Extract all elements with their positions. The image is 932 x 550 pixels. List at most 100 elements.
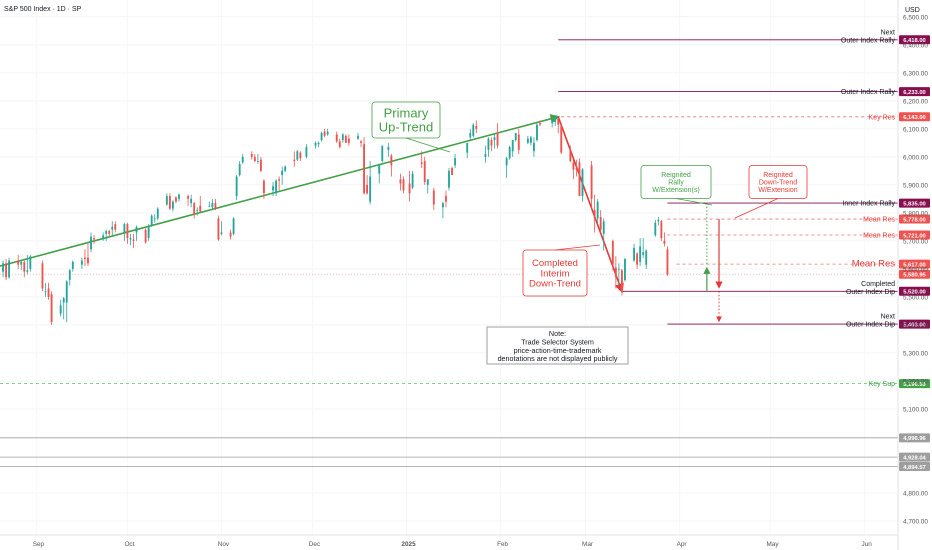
candle-body [363,144,365,194]
candle-body [472,124,475,136]
candle-body [241,156,244,163]
level-price-badge [899,230,930,240]
level-label: Mean Res [863,217,895,224]
candle-body [62,298,65,303]
candle-body [441,203,444,208]
candle-body [20,261,23,265]
candle-body [533,142,535,152]
candle-body [617,268,620,270]
price-tick-label: 6,300.00 [903,70,928,77]
candle-body [190,198,193,204]
level-label: Key Sup [869,381,896,388]
time-tick-label: Sep [33,541,45,548]
candle-body [90,236,92,250]
candle-body [147,226,150,239]
candle-body [536,124,538,141]
time-tick-label: Mar [582,541,594,548]
level-price-text: 5,403.00 [903,322,926,328]
candle-body [517,134,520,150]
level-label: Completed [861,281,895,288]
candle-body [199,205,202,212]
candle-body [420,162,423,164]
candle-body [65,281,68,303]
rally-callout-text: W/Extension(s) [652,187,699,194]
candle-body [71,261,74,269]
candle-body [511,140,514,152]
candle-body [165,196,168,205]
interim-downtrend-line [557,116,624,294]
level-label: Outer Index Rally [841,89,896,96]
price-tick-label: 6,000.00 [903,154,928,161]
candle-body [44,291,47,293]
candle-body [539,123,541,125]
candle-body [381,145,384,162]
candle-body [660,221,663,239]
grid [0,16,898,522]
candle-body [68,270,71,281]
candle-body [111,226,114,230]
rally-callout-text: Rally [668,179,684,186]
level-price-badge [899,112,930,122]
candle-body [551,120,554,124]
candle-body [284,166,287,171]
candle-body [132,239,135,241]
candle-body [341,134,344,141]
candle-body [529,137,532,143]
price-badge-text: 4,928.04 [903,456,926,462]
grey-price-badge [899,433,930,443]
price-tick-label: 4,800.00 [903,490,928,497]
candle-body [338,141,341,148]
candle-body [175,197,177,202]
price-tick-label: 5,100.00 [903,406,928,413]
candle-body [59,305,62,314]
candle-body [262,180,265,194]
candle-body [526,138,529,143]
candle-body [299,152,302,159]
level-price-text: 5,835.00 [903,201,926,207]
level-label: Next [881,29,895,36]
candle-body [178,194,180,199]
candle-body [171,201,174,209]
candle-body [554,116,557,122]
candle-body [451,168,453,176]
candles [2,116,669,325]
candle-body [572,162,575,170]
candle-body [47,288,50,297]
candle-body [493,137,496,141]
candle-body [402,179,405,191]
candle-body [657,219,660,222]
level-price-text: 6,233.00 [903,90,926,96]
price-badge-text: 4,894.57 [903,465,926,471]
price-tick-label: 6,400.00 [903,42,928,49]
candle-body [129,238,132,240]
candle-body [135,226,138,233]
candle-body [387,147,390,150]
candle-body [320,133,323,141]
interim-downtrend-callout-pointer [554,244,601,251]
candle-body [29,256,32,269]
candle-body [490,140,493,146]
time-tick-label: Oct [124,541,134,548]
level-price-badge [899,35,930,45]
note-box: Note:Trade Selector Systemprice-action-t… [486,326,629,365]
candle-body [41,263,44,289]
level-price-text: 6,418.00 [903,38,926,44]
level-price-text: 5,721.00 [903,233,926,239]
level-price-badge [899,379,930,389]
level-label: Inner Index Rally [842,201,895,208]
candle-body [569,149,572,162]
candle-body [214,203,217,209]
candle-body [557,119,560,125]
candle-body [590,165,593,199]
last-price-badge [899,269,930,279]
price-tick-label: 5,900.00 [903,182,928,189]
candle-body [193,203,196,215]
candle-body [642,252,645,255]
candle-body [663,240,666,244]
candle-body [432,190,435,205]
candle-body [314,142,317,146]
primary-uptrend-callout-pointer [405,137,451,153]
